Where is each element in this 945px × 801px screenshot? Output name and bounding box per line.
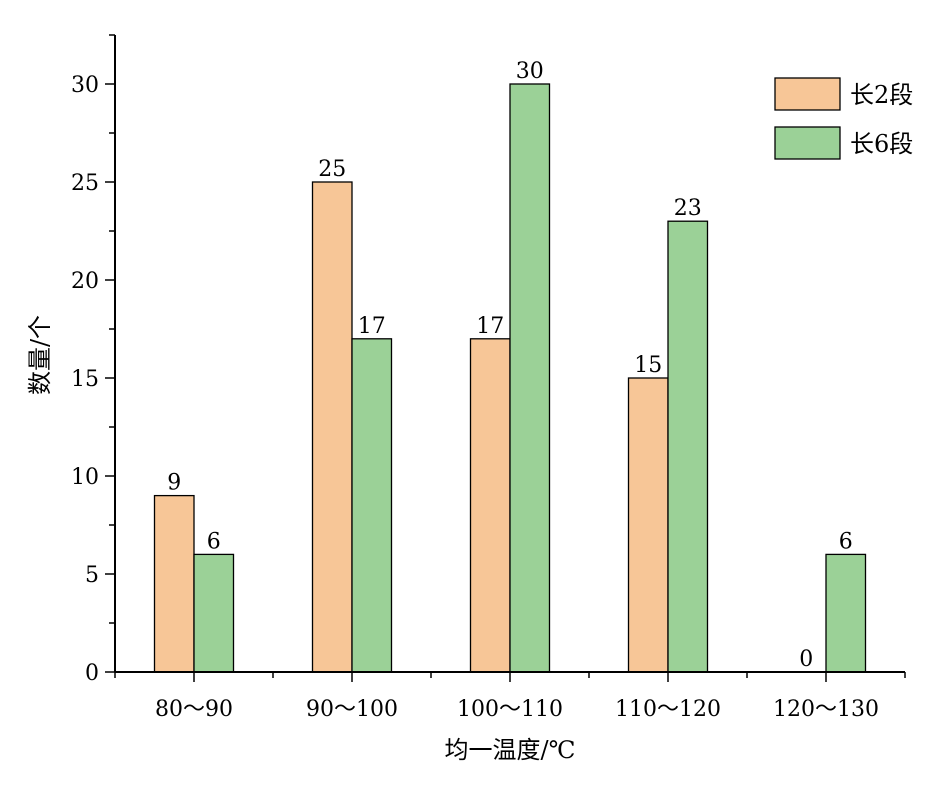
bar-series2-2	[351, 338, 393, 673]
data-label-series2-2: 17	[358, 314, 386, 339]
y-tick-label: 0	[85, 661, 99, 686]
data-label-series2-4: 23	[674, 196, 702, 221]
legend-label-series1: 长2段	[850, 81, 913, 109]
x-tick-label: 120～130	[773, 697, 879, 722]
x-tick-label: 90～100	[306, 697, 398, 722]
y-tick-label: 5	[85, 563, 99, 588]
data-label-series2-3: 30	[516, 59, 544, 84]
bar-series1-1	[153, 494, 195, 673]
y-tick-label: 15	[71, 367, 99, 392]
bar-series1-4	[627, 377, 669, 673]
bar-series2-3	[509, 83, 551, 673]
bars-layer	[153, 83, 867, 673]
x-tick-label: 80～90	[155, 697, 233, 722]
x-tick-label: 100～110	[457, 697, 563, 722]
y-tick-label: 20	[71, 269, 99, 294]
data-label-series1-1: 9	[167, 471, 181, 496]
y-axis-title: 数量/个	[26, 315, 54, 395]
bar-series2-1	[193, 553, 235, 673]
x-axis-title: 均一温度/℃	[445, 736, 576, 764]
bar-series1-3	[469, 338, 511, 673]
data-label-series1-4: 15	[634, 353, 662, 378]
bar-series2-5	[825, 553, 867, 673]
legend-swatch-series2	[774, 126, 841, 160]
legend-swatch-series1	[774, 77, 841, 111]
data-label-series1-5: 0	[799, 647, 813, 672]
y-tick-label: 25	[71, 171, 99, 196]
data-label-series1-2: 25	[318, 157, 346, 182]
x-tick-label: 110～120	[615, 697, 721, 722]
legend-label-series2: 长6段	[850, 130, 913, 158]
axes-layer: 80～90 90～100 100～110 110～120 120～130 0 5 10 15 20…	[71, 34, 906, 722]
data-labels-layer: 9 6 25 17 17 30 15 23 0 6	[167, 59, 853, 672]
bar-series2-4	[667, 220, 709, 673]
data-label-series2-5: 6	[839, 529, 853, 554]
y-tick-label: 10	[71, 465, 99, 490]
data-label-series2-1: 6	[207, 529, 221, 554]
y-tick-label: 30	[71, 73, 99, 98]
bar-series1-2	[311, 181, 353, 673]
data-label-series1-3: 17	[476, 314, 504, 339]
